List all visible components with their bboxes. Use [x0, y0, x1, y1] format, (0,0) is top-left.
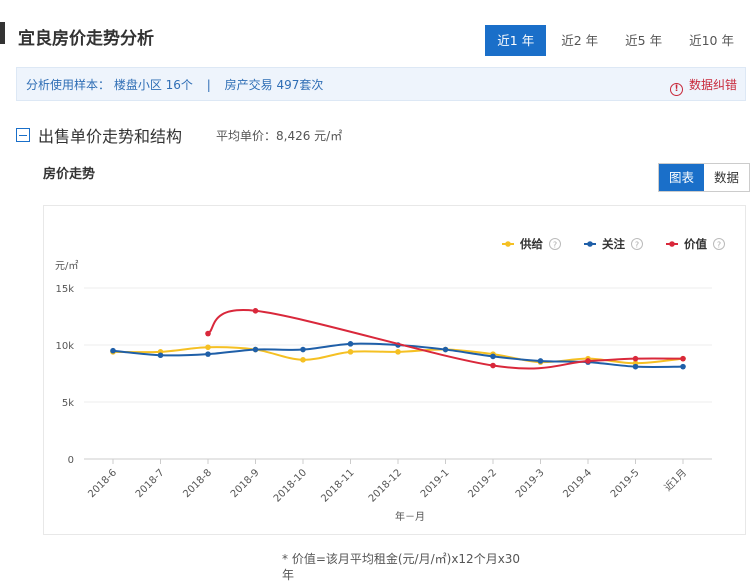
section-header: 出售单价走势和结构 平均单价：8,426 元/㎡	[16, 123, 342, 147]
legend-marker	[505, 241, 511, 247]
legend-label: 供给	[519, 237, 543, 251]
sample-value: 楼盘小区 16个	[113, 78, 193, 92]
x-tick-label: 2019-1	[419, 467, 452, 500]
help-icon-glyph: ?	[635, 241, 639, 250]
report-error-link[interactable]: ! 数据纠错	[670, 76, 740, 96]
help-icon	[549, 238, 561, 250]
help-icon-glyph: ?	[553, 241, 557, 250]
section-title: 出售单价走势和结构	[38, 127, 183, 146]
series-point-2	[632, 355, 639, 362]
sample-separator: |	[206, 78, 211, 92]
help-icon	[631, 238, 643, 250]
series-point-1	[537, 358, 544, 364]
series-point-1	[300, 346, 306, 353]
range-tabs: 近1 年 近2 年 近5 年 近10 年	[482, 25, 746, 56]
alert-circle-icon: !	[670, 83, 683, 96]
series-point-2	[490, 362, 496, 369]
y-axis-label: 元/㎡	[55, 260, 78, 272]
x-tick-label: 近1月	[661, 466, 689, 494]
sample-notice: 分析使用样本： 楼盘小区 16个 | 房产交易 497套次	[16, 67, 746, 101]
legend-label: 价值	[684, 237, 707, 251]
legend-label: 关注	[602, 237, 625, 251]
series-point-2	[205, 330, 211, 337]
x-tick-label: 2018-10	[272, 467, 309, 504]
series-point-0	[300, 357, 306, 363]
series-line-2	[207, 309, 684, 370]
x-tick-label: 2018-12	[367, 467, 404, 504]
x-tick-label: 2018-6	[86, 467, 119, 500]
legend-marker	[587, 241, 593, 247]
series-point-2	[252, 308, 259, 314]
sample-label: 分析使用样本：	[26, 78, 111, 92]
x-tick-label: 2018-11	[319, 467, 356, 504]
x-tick-label: 2019-5	[609, 467, 642, 500]
trade-count: 房产交易 497套次	[224, 78, 324, 92]
title-accent-bar	[0, 22, 5, 44]
sample-info: 分析使用样本： 楼盘小区 16个 | 房产交易 497套次	[26, 76, 323, 93]
chart-heading: 房价走势	[43, 167, 96, 182]
help-icon	[713, 238, 725, 250]
tab-10-years[interactable]: 近10 年	[689, 33, 734, 48]
series-point-1	[632, 363, 639, 370]
series-point-0	[347, 349, 354, 355]
chart-container: 0 5k 10k 15k 元/㎡ 2018-6 2018-7 2018-8 2018-9 2018…	[43, 205, 746, 535]
x-tick-label: 2019-2	[466, 467, 499, 500]
series-point-1	[110, 347, 116, 354]
series-point-2	[680, 355, 686, 362]
series-point-2	[585, 358, 591, 364]
x-axis-label: 年－月	[395, 510, 425, 523]
legend-marker	[669, 241, 675, 247]
collapse-icon[interactable]	[16, 128, 30, 142]
series-point-1	[490, 353, 496, 360]
x-tick-label: 2019-3	[514, 467, 547, 500]
help-icon-glyph: ?	[717, 241, 721, 250]
y-tick-label: 5k	[62, 398, 74, 409]
tab-1-year[interactable]: 近1 年	[485, 25, 547, 56]
x-tick-label: 2018-8	[181, 467, 214, 500]
tab-5-years[interactable]: 近5 年	[625, 33, 663, 48]
series-point-1	[347, 341, 354, 347]
y-tick-label: 10k	[55, 341, 74, 352]
data-view-button[interactable]: 数据	[714, 170, 740, 185]
series-point-1	[442, 346, 449, 353]
tab-2-years[interactable]: 近2 年	[561, 33, 599, 48]
series-point-0	[205, 344, 211, 351]
x-tick-label: 2019-4	[561, 467, 594, 500]
y-tick-label: 15k	[55, 284, 74, 295]
view-toggle: 图表 数据	[658, 163, 750, 192]
series-point-1	[680, 363, 686, 370]
average-price: 平均单价：8,426 元/㎡	[216, 128, 343, 143]
x-tick-label: 2018-9	[229, 467, 262, 500]
price-trend-chart: 0 5k 10k 15k 元/㎡ 2018-6 2018-7 2018-8 2018-9 2018…	[55, 237, 725, 523]
series-point-1	[205, 351, 211, 357]
y-tick-label: 0	[68, 455, 74, 466]
series-point-0	[395, 349, 401, 355]
footnote: * 价值=该月平均租金(元/月/㎡)x12个月x30年	[282, 552, 521, 582]
page-title: 宜良房价走势分析	[18, 29, 154, 49]
report-error-label: 数据纠错	[689, 78, 738, 92]
chart-view-button[interactable]: 图表	[659, 164, 704, 191]
series-point-1	[252, 346, 259, 353]
series-point-1	[157, 352, 164, 359]
x-tick-label: 2018-7	[134, 467, 167, 500]
